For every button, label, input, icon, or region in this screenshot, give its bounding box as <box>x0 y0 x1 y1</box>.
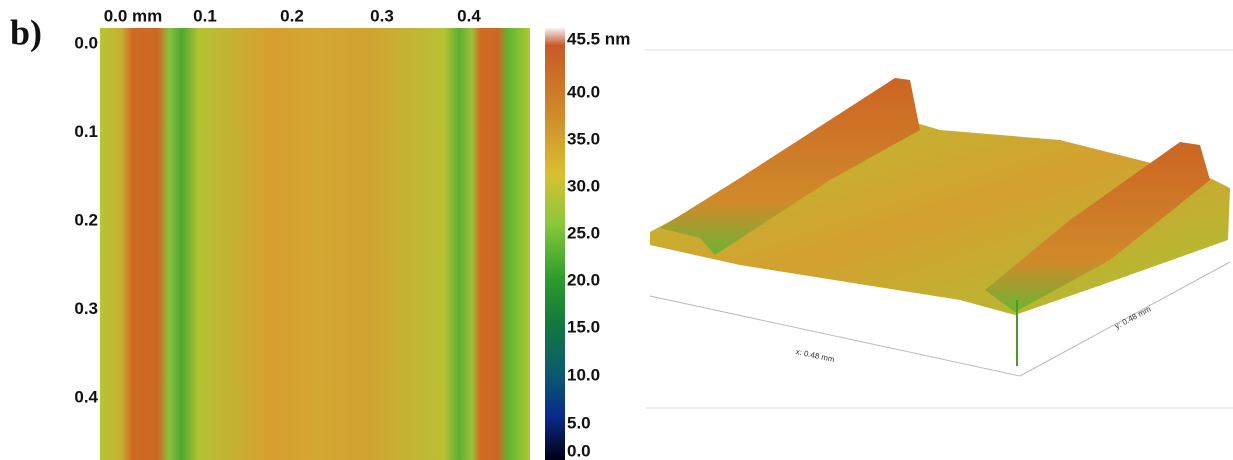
y-axis-line <box>1019 261 1231 377</box>
ridge <box>660 78 920 255</box>
left-tick-label: 0.2 <box>74 210 98 229</box>
colorbar-tick-label: 30.0 <box>567 176 600 195</box>
colorbar-tick-label: 10.0 <box>567 365 600 384</box>
colorbar-tick-label: 40.0 <box>567 82 600 101</box>
colorbar-tick-label: 0.0 <box>567 441 591 460</box>
colorbar-tick-label: 25.0 <box>567 223 600 242</box>
left-tick-label: 0.0 <box>74 33 98 52</box>
colorbar-tick-label: 35.0 <box>567 129 600 148</box>
top-axis: 0.0 mm 0.1 0.2 0.3 0.4 <box>104 6 482 25</box>
top-tick-label: 0.4 <box>457 6 481 25</box>
colorbar-tick-label: 15.0 <box>567 317 600 336</box>
top-tick-label: 0.0 mm <box>104 6 163 25</box>
x-axis-line <box>649 295 1021 377</box>
height-map <box>100 28 530 460</box>
colorbar-tick-label: 5.0 <box>567 413 591 432</box>
colorbar-tick-label: 20.0 <box>567 270 600 289</box>
colorbar-tick-label: 45.5 nm <box>567 29 630 48</box>
y-axis-label: y: 0.48 mm <box>1113 304 1152 331</box>
x-axis-label: x: 0.48 mm <box>795 347 836 364</box>
left-tick-label: 0.3 <box>74 299 98 318</box>
colorbar-labels: 45.5 nm 40.0 35.0 30.0 25.0 20.0 15.0 10.0 5.0 0.… <box>567 29 630 460</box>
panel-label: b) <box>10 12 42 52</box>
left-axis: 0.0 0.1 0.2 0.3 0.4 <box>74 33 98 406</box>
colorbar <box>545 28 565 460</box>
top-tick-label: 0.3 <box>370 6 394 25</box>
top-tick-label: 0.2 <box>280 6 304 25</box>
ridge <box>985 142 1210 312</box>
top-tick-label: 0.1 <box>193 6 217 25</box>
left-tick-label: 0.1 <box>74 122 98 141</box>
left-tick-label: 0.4 <box>74 387 98 406</box>
